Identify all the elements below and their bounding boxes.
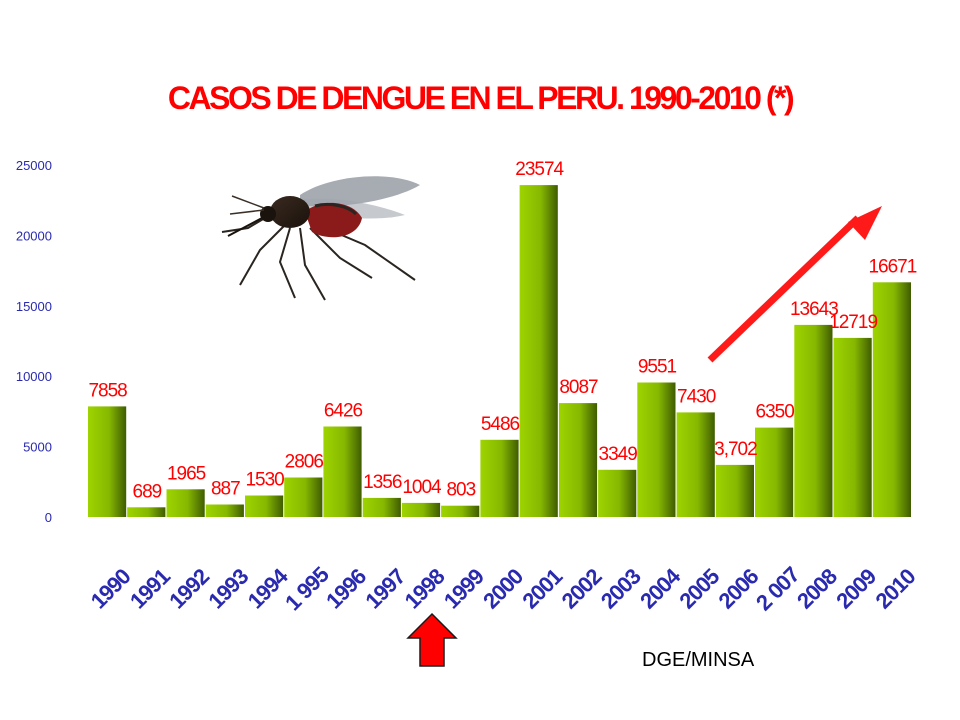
y-tick-label: 25000 [16, 158, 52, 173]
y-tick-label: 15000 [16, 299, 52, 314]
bar-1994 [245, 495, 284, 517]
bar-2001 [519, 185, 558, 517]
bar-1997 [362, 497, 401, 517]
red-diagonal-arrow [707, 206, 882, 363]
bar-2002 [558, 403, 598, 517]
category-label: 1997 [360, 564, 410, 614]
y-tick-label: 0 [45, 510, 52, 525]
value-label: 1530 [245, 470, 284, 491]
red-up-arrow [406, 612, 458, 667]
mosquito-illustration [221, 176, 420, 301]
category-label: 1996 [321, 564, 371, 614]
bar-2010 [872, 282, 911, 517]
value-label: 16671 [868, 256, 916, 277]
bar-2008 [794, 324, 833, 517]
category-label: 2 007 [751, 562, 805, 616]
category-label: 1992 [164, 564, 214, 614]
bar-1995 [284, 477, 323, 517]
value-label: 803 [446, 480, 475, 501]
category-label: 2008 [792, 564, 842, 614]
bar-1993 [205, 504, 244, 517]
bar-2003 [598, 469, 637, 517]
value-label: 887 [211, 479, 240, 500]
bars-group [88, 185, 911, 517]
value-label: 13643 [790, 299, 838, 320]
category-label: 2002 [557, 564, 607, 614]
bar-2009 [833, 337, 872, 517]
value-label: 6426 [324, 401, 363, 422]
bar-2007 [755, 427, 794, 517]
value-label: 5486 [481, 414, 520, 435]
value-label: 7858 [88, 380, 127, 401]
value-label: 3,702 [714, 439, 757, 460]
value-label: 1356 [363, 472, 402, 493]
category-label: 2001 [517, 564, 567, 614]
value-label: 3349 [599, 444, 638, 465]
source-label: DGE/MINSA [642, 649, 755, 671]
category-label: 1998 [400, 564, 450, 614]
category-label: 2003 [596, 564, 646, 614]
value-label: 1004 [402, 477, 442, 498]
category-label: 1990 [86, 564, 136, 614]
category-label: 1 995 [280, 562, 334, 616]
value-label: 689 [133, 481, 162, 502]
value-label: 7430 [677, 386, 716, 407]
value-label: 2806 [285, 452, 324, 473]
bar-2004 [637, 382, 676, 517]
category-label: 1994 [243, 563, 294, 614]
category-label: 2005 [674, 564, 724, 614]
bar-1992 [166, 489, 205, 517]
bar-1996 [323, 426, 362, 517]
category-label: 1993 [203, 564, 253, 614]
category-label: 2004 [635, 563, 686, 614]
value-label: 23574 [515, 159, 564, 180]
category-label: 2006 [714, 564, 764, 614]
y-tick-label: 5000 [23, 440, 52, 455]
category-label: 2010 [871, 564, 921, 614]
chart-title: CASOS DE DENGUE EN EL PERU. 1990-2010 (*… [167, 80, 795, 116]
bar-1990 [88, 406, 127, 517]
value-label: 6350 [756, 402, 795, 423]
bar-1999 [441, 505, 480, 517]
category-label: 2000 [478, 564, 528, 614]
bar-2005 [676, 412, 715, 517]
value-label: 8087 [559, 377, 598, 398]
bar-1998 [401, 502, 441, 517]
y-tick-label: 20000 [16, 228, 52, 243]
value-label: 9551 [638, 357, 677, 378]
category-label: 1991 [125, 564, 175, 614]
y-axis: 0 5000 10000 15000 20000 25000 [16, 158, 59, 525]
value-label: 1965 [167, 463, 206, 484]
bar-1991 [127, 507, 166, 517]
value-label: 12719 [829, 312, 877, 333]
bar-2006 [715, 464, 754, 517]
category-label: 1999 [439, 564, 489, 614]
bar-2000 [480, 439, 519, 517]
y-tick-label: 10000 [16, 369, 52, 384]
category-label: 2009 [831, 564, 881, 614]
